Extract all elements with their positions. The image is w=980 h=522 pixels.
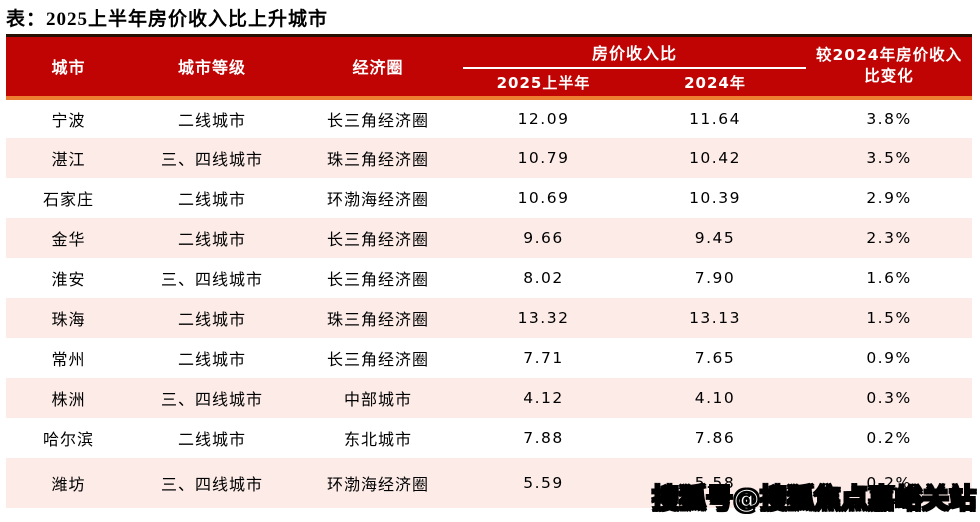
table-row: 淮安 三、四线城市 长三角经济圈 8.02 7.90 1.6% xyxy=(6,257,973,298)
cell-city: 常州 xyxy=(6,337,131,378)
col-header-2024: 2024年 xyxy=(624,67,807,100)
table-header: 城市 城市等级 经济圈 房价收入比 较2024年房价收入 比变化 2025上半年… xyxy=(6,34,973,100)
cell-v2025: 7.88 xyxy=(463,417,624,458)
cell-change: 0.2% xyxy=(806,457,973,508)
cell-v2025: 8.02 xyxy=(463,257,624,298)
cell-city: 哈尔滨 xyxy=(6,417,131,458)
cell-tier: 三、四线城市 xyxy=(131,137,293,178)
cell-tier: 三、四线城市 xyxy=(131,457,293,508)
cell-v2024: 10.39 xyxy=(624,177,807,218)
cell-tier: 二线城市 xyxy=(131,337,293,378)
cell-change: 0.9% xyxy=(806,337,973,378)
col-header-change-line2: 比变化 xyxy=(864,67,914,86)
cell-city: 淮安 xyxy=(6,257,131,298)
cell-city: 株洲 xyxy=(6,377,131,418)
col-header-circle: 经济圈 xyxy=(293,34,463,100)
table-row: 潍坊 三、四线城市 环渤海经济圈 5.59 5.58 0.2% xyxy=(6,457,973,508)
table-row: 珠海 二线城市 珠三角经济圈 13.32 13.13 1.5% xyxy=(6,297,973,338)
table-body: 宁波 二线城市 长三角经济圈 12.09 11.64 3.8% 湛江 三、四线城市 珠三角经济圈… xyxy=(6,97,973,508)
cell-v2025: 4.12 xyxy=(463,377,624,418)
cell-v2024: 4.10 xyxy=(624,377,807,418)
cell-v2025: 12.09 xyxy=(463,97,624,138)
cell-v2024: 7.90 xyxy=(624,257,807,298)
cell-tier: 三、四线城市 xyxy=(131,377,293,418)
cell-change: 3.5% xyxy=(806,137,973,178)
table-row: 株洲 三、四线城市 中部城市 4.12 4.10 0.3% xyxy=(6,377,973,418)
cell-change: 0.3% xyxy=(806,377,973,418)
table-row: 常州 二线城市 长三角经济圈 7.71 7.65 0.9% xyxy=(6,337,973,378)
table-row: 哈尔滨 二线城市 东北城市 7.88 7.86 0.2% xyxy=(6,417,973,458)
cell-circle: 珠三角经济圈 xyxy=(293,297,463,338)
cell-circle: 长三角经济圈 xyxy=(293,97,463,138)
cell-change: 1.6% xyxy=(806,257,973,298)
cell-city: 石家庄 xyxy=(6,177,131,218)
price-income-ratio-table: 城市 城市等级 经济圈 房价收入比 较2024年房价收入 比变化 2025上半年… xyxy=(6,34,973,508)
cell-circle: 中部城市 xyxy=(293,377,463,418)
cell-city: 珠海 xyxy=(6,297,131,338)
table-caption: 表：2025上半年房价收入比上升城市 xyxy=(6,9,329,30)
cell-change: 2.9% xyxy=(806,177,973,218)
cell-tier: 二线城市 xyxy=(131,297,293,338)
cell-tier: 三、四线城市 xyxy=(131,257,293,298)
cell-change: 0.2% xyxy=(806,417,973,458)
cell-circle: 环渤海经济圈 xyxy=(293,457,463,508)
cell-circle: 长三角经济圈 xyxy=(293,337,463,378)
cell-v2024: 11.64 xyxy=(624,97,807,138)
watermark: 搜狐号@搜狐焦点嘉峪关站 xyxy=(651,483,977,516)
cell-circle: 环渤海经济圈 xyxy=(293,177,463,218)
cell-city: 宁波 xyxy=(6,97,131,138)
table-row: 湛江 三、四线城市 珠三角经济圈 10.79 10.42 3.5% xyxy=(6,137,973,178)
cell-tier: 二线城市 xyxy=(131,417,293,458)
cell-city: 潍坊 xyxy=(6,457,131,508)
cell-circle: 长三角经济圈 xyxy=(293,257,463,298)
cell-v2025: 9.66 xyxy=(463,217,624,258)
cell-v2025: 10.69 xyxy=(463,177,624,218)
cell-v2025: 7.71 xyxy=(463,337,624,378)
cell-circle: 珠三角经济圈 xyxy=(293,137,463,178)
cell-v2024: 5.58 xyxy=(624,457,807,508)
cell-city: 湛江 xyxy=(6,137,131,178)
cell-v2024: 13.13 xyxy=(624,297,807,338)
cell-v2025: 10.79 xyxy=(463,137,624,178)
col-header-2025h1: 2025上半年 xyxy=(463,67,624,100)
cell-change: 1.5% xyxy=(806,297,973,338)
col-header-tier: 城市等级 xyxy=(131,34,293,100)
cell-v2024: 10.42 xyxy=(624,137,807,178)
cell-change: 2.3% xyxy=(806,217,973,258)
cell-circle: 东北城市 xyxy=(293,417,463,458)
cell-circle: 长三角经济圈 xyxy=(293,217,463,258)
cell-tier: 二线城市 xyxy=(131,97,293,138)
col-header-city: 城市 xyxy=(6,34,131,100)
cell-tier: 二线城市 xyxy=(131,177,293,218)
cell-change: 3.8% xyxy=(806,97,973,138)
table-row: 石家庄 二线城市 环渤海经济圈 10.69 10.39 2.9% xyxy=(6,177,973,218)
cell-v2024: 7.86 xyxy=(624,417,807,458)
col-header-change: 较2024年房价收入 比变化 xyxy=(806,34,973,100)
cell-v2025: 5.59 xyxy=(463,457,624,508)
table-row: 宁波 二线城市 长三角经济圈 12.09 11.64 3.8% xyxy=(6,97,973,138)
cell-city: 金华 xyxy=(6,217,131,258)
table-row: 金华 二线城市 长三角经济圈 9.66 9.45 2.3% xyxy=(6,217,973,258)
cell-v2025: 13.32 xyxy=(463,297,624,338)
cell-v2024: 7.65 xyxy=(624,337,807,378)
cell-v2024: 9.45 xyxy=(624,217,807,258)
col-header-change-line1: 较2024年房价收入 xyxy=(815,46,963,65)
cell-tier: 二线城市 xyxy=(131,217,293,258)
group-header-price-income-ratio: 房价收入比 xyxy=(463,34,807,69)
